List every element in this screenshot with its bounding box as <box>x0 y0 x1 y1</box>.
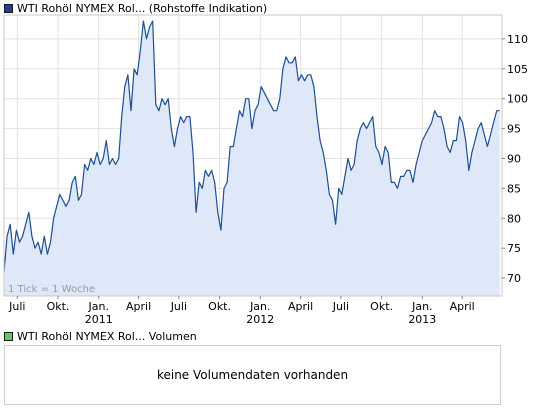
y-tick-label: 85 <box>507 182 521 195</box>
price-legend-label: WTI Rohöl NYMEX Rol... (Rohstoffe Indika… <box>17 1 268 15</box>
x-tick-label: Okt. <box>370 300 393 313</box>
y-tick-label: 75 <box>507 242 521 255</box>
price-legend: WTI Rohöl NYMEX Rol... (Rohstoffe Indika… <box>4 1 267 15</box>
price-chart: 70 75 80 85 90 95 100 105 110 Juli Okt. Jan. April Ju… <box>3 14 528 326</box>
y-tick-label: 95 <box>507 123 521 136</box>
y-tick-label: 80 <box>507 212 521 225</box>
x-tick-label: Okt. <box>47 300 70 313</box>
price-series-swatch-icon <box>4 3 13 13</box>
volume-legend: WTI Rohöl NYMEX Rol... Volumen <box>4 329 197 343</box>
x-tick-label: April <box>288 300 313 313</box>
volume-legend-label: WTI Rohöl NYMEX Rol... Volumen <box>17 329 197 343</box>
y-tick-label: 90 <box>507 152 521 165</box>
x-tick-label: Jan. <box>411 300 432 313</box>
volume-series-swatch-icon <box>4 331 13 341</box>
x-year-label: 2011 <box>85 313 113 326</box>
price-area <box>4 21 500 296</box>
volume-panel: keine Volumendaten vorhanden <box>4 345 501 405</box>
price-line <box>3 20 500 273</box>
y-tick-label: 70 <box>507 272 521 285</box>
x-tick-label: Okt. <box>208 300 231 313</box>
tick-interval-note: 1 Tick = 1 Woche <box>8 284 95 295</box>
x-tick-label: April <box>126 300 151 313</box>
y-tick-label: 100 <box>507 93 528 106</box>
x-tick-label: Juli <box>170 300 187 313</box>
x-tick-label: Jan. <box>249 300 270 313</box>
no-volume-message: keine Volumendaten vorhanden <box>156 368 349 382</box>
x-tick-label: Juli <box>8 300 25 313</box>
x-year-label: 2012 <box>246 313 274 326</box>
y-tick-label: 110 <box>507 33 528 46</box>
plot-frame <box>3 14 503 297</box>
x-tick-label: Jan. <box>88 300 109 313</box>
x-tick-label: April <box>450 300 475 313</box>
y-tick-label: 105 <box>507 63 528 76</box>
x-tick-label: Juli <box>332 300 349 313</box>
x-year-label: 2013 <box>408 313 436 326</box>
